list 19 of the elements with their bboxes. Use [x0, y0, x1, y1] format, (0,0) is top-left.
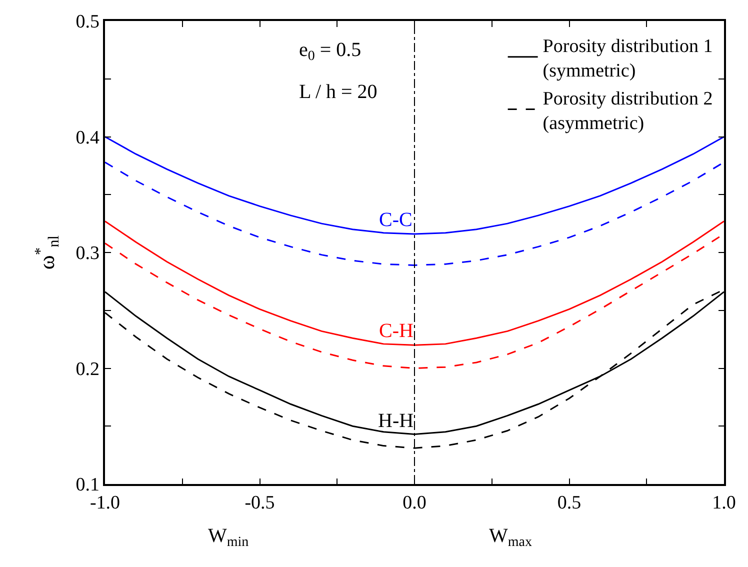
annotation: L / h = 20	[299, 81, 378, 103]
x-tick-label: -0.5	[244, 492, 275, 514]
y-tick-label: 0.5	[76, 12, 100, 33]
line-series	[105, 136, 724, 235]
x-tick-label: 1.0	[712, 492, 736, 514]
y-tick-label: 0.3	[76, 243, 100, 264]
y-tick-label: 0.2	[76, 358, 100, 380]
annotation: H-H	[378, 410, 414, 432]
annotation: C-H	[379, 320, 414, 342]
annotation: e$_{0}$ = 0.5	[299, 39, 362, 64]
line-series	[105, 161, 724, 266]
x-tick-label: 0.5	[557, 492, 582, 514]
annotation: C-C	[379, 209, 412, 231]
legend-label: Porosity distribution 1 (symmetric)	[542, 36, 713, 82]
text: W$_{min}$	[208, 525, 249, 550]
text: W$_{max}$	[489, 525, 532, 550]
legend-label: Porosity distribution 2 (asymmetric)	[542, 88, 713, 134]
x-tick-label: 0.0	[402, 492, 426, 514]
y-tick-label: 0.4	[76, 127, 100, 148]
